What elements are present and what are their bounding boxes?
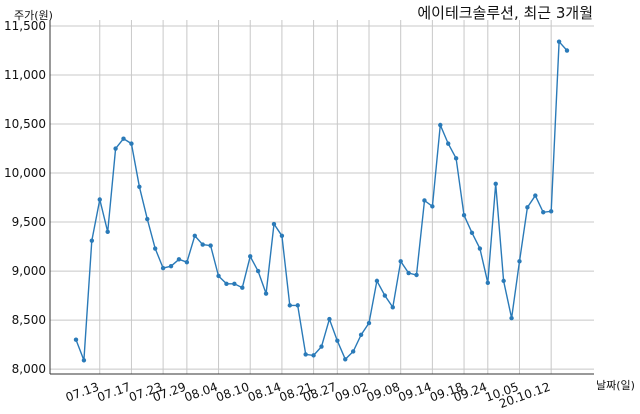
y-tick-labels: 8,000 8,500 9,000 9,500 10,000 10,500 11,000 11… bbox=[4, 19, 46, 376]
data-point bbox=[350, 349, 356, 354]
data-point bbox=[303, 352, 308, 357]
data-point bbox=[327, 316, 332, 322]
data-point bbox=[168, 263, 174, 269]
data-point bbox=[533, 193, 538, 198]
data-point bbox=[232, 281, 237, 287]
data-point bbox=[358, 332, 364, 337]
data-point bbox=[192, 233, 197, 238]
data-point bbox=[477, 246, 483, 251]
data-point bbox=[319, 344, 324, 349]
data-point bbox=[461, 212, 467, 218]
data-point bbox=[255, 268, 261, 274]
data-point bbox=[485, 280, 491, 286]
data-point bbox=[493, 181, 498, 187]
data-point bbox=[374, 278, 380, 284]
data-point bbox=[311, 353, 316, 358]
data-point bbox=[453, 156, 459, 161]
data-point bbox=[564, 48, 570, 53]
data-point bbox=[145, 216, 150, 222]
data-point bbox=[525, 205, 530, 210]
data-point bbox=[216, 273, 221, 279]
data-point bbox=[184, 260, 190, 265]
data-point bbox=[548, 209, 554, 214]
data-point bbox=[430, 204, 435, 209]
data-point bbox=[398, 259, 403, 264]
data-point bbox=[73, 337, 79, 342]
data-point bbox=[81, 358, 87, 363]
data-point bbox=[295, 303, 300, 308]
y-tick-label: 8,000 bbox=[12, 362, 46, 376]
chart-title: 에이테크솔루션, 최근 3개월 bbox=[417, 4, 593, 22]
data-point bbox=[208, 243, 213, 248]
x-axis-label: 날짜(일) bbox=[596, 378, 635, 392]
data-point bbox=[382, 293, 388, 298]
data-point bbox=[224, 281, 229, 287]
y-tick-label: 9,500 bbox=[12, 215, 46, 229]
data-point bbox=[160, 265, 166, 271]
data-point bbox=[137, 184, 142, 189]
data-point bbox=[113, 146, 118, 151]
y-tick-label: 9,000 bbox=[12, 264, 46, 278]
data-point bbox=[176, 257, 182, 262]
data-point bbox=[517, 259, 522, 264]
grid bbox=[50, 20, 594, 374]
data-point bbox=[152, 246, 158, 251]
data-point bbox=[279, 233, 285, 238]
data-point bbox=[105, 229, 110, 235]
data-point bbox=[271, 221, 277, 227]
data-point bbox=[406, 270, 411, 276]
data-point bbox=[366, 320, 372, 326]
data-point bbox=[248, 254, 253, 259]
data-point bbox=[263, 291, 269, 296]
data-point bbox=[89, 238, 95, 243]
data-point bbox=[97, 197, 102, 202]
x-tick-labels: 07.1307.1707.2307.2908.0408.1008.1408.21… bbox=[64, 380, 552, 411]
y-tick-label: 8,500 bbox=[12, 313, 46, 327]
data-point bbox=[287, 303, 293, 308]
y-tick-label: 10,000 bbox=[4, 166, 46, 180]
y-tick-label: 11,000 bbox=[4, 68, 46, 82]
axes bbox=[49, 20, 594, 375]
data-point bbox=[446, 141, 451, 146]
data-point bbox=[422, 198, 427, 203]
data-point bbox=[509, 315, 514, 321]
data-point bbox=[438, 122, 443, 128]
data-point bbox=[414, 272, 419, 278]
series-line bbox=[75, 39, 568, 361]
data-point bbox=[343, 357, 348, 362]
data-point bbox=[501, 278, 506, 284]
data-point bbox=[200, 242, 205, 247]
y-tick-label: 10,500 bbox=[4, 117, 46, 131]
data-point bbox=[541, 210, 546, 215]
data-point bbox=[240, 285, 245, 290]
data-point bbox=[121, 136, 126, 141]
y-tick-label: 11,500 bbox=[4, 19, 46, 33]
y-axis-label: 주가(원) bbox=[14, 9, 53, 22]
data-point bbox=[129, 141, 134, 146]
data-point bbox=[390, 305, 395, 310]
data-point bbox=[469, 230, 475, 236]
data-point bbox=[556, 39, 562, 44]
data-point bbox=[335, 338, 340, 343]
series-layer bbox=[73, 39, 570, 363]
